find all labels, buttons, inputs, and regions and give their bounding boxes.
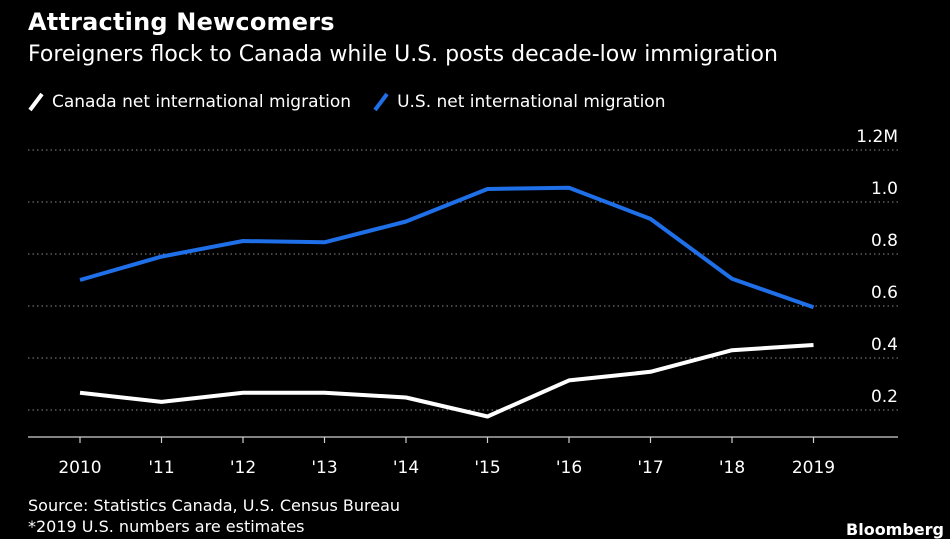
- y-tick-label: 0.2: [871, 387, 898, 407]
- y-tick-label: 0.6: [871, 283, 898, 303]
- x-tick-label: '12: [230, 458, 256, 478]
- us-series-line: [80, 188, 814, 308]
- x-tick-label: '14: [393, 458, 419, 478]
- x-tick-label: 2019: [792, 458, 835, 478]
- source-note: Source: Statistics Canada, U.S. Census B…: [28, 496, 400, 515]
- y-tick-label: 0.4: [871, 335, 898, 355]
- x-tick-label: '13: [311, 458, 337, 478]
- x-tick-label: 2010: [58, 458, 101, 478]
- canada-series-line: [80, 345, 814, 417]
- x-tick-label: '11: [148, 458, 174, 478]
- y-tick-label: 1.2M: [856, 127, 898, 147]
- x-tick-label: '17: [637, 458, 663, 478]
- bloomberg-logo: Bloomberg: [846, 520, 944, 539]
- y-tick-label: 0.8: [871, 231, 898, 251]
- y-tick-label: 1.0: [871, 179, 898, 199]
- estimate-note: *2019 U.S. numbers are estimates: [28, 517, 305, 536]
- x-tick-label: '15: [474, 458, 500, 478]
- x-tick-label: '18: [719, 458, 745, 478]
- x-tick-label: '16: [556, 458, 582, 478]
